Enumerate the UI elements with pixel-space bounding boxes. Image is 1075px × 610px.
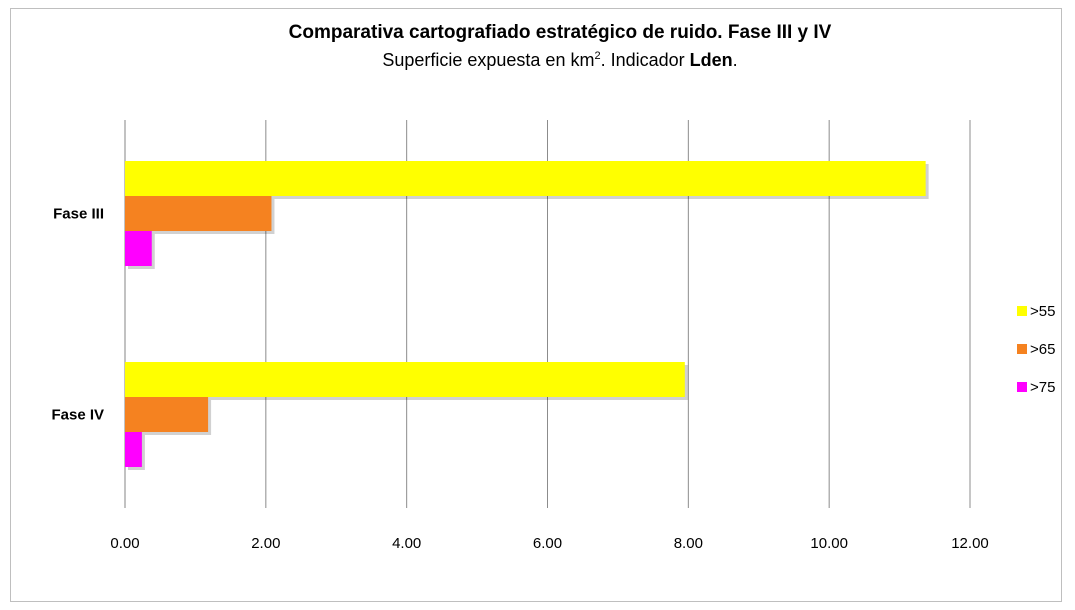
x-tick-label: 8.00 xyxy=(674,535,703,552)
x-tick-label: 2.00 xyxy=(251,535,280,552)
bar xyxy=(125,362,685,397)
subtitle-text-2: . Indicador xyxy=(600,50,690,70)
subtitle-text-3: . xyxy=(732,50,738,70)
x-tick-label: 4.00 xyxy=(392,535,421,552)
legend-label: >75 xyxy=(1030,379,1055,396)
chart-title: Comparativa cartografiado estratégico de… xyxy=(288,22,832,43)
x-tick-labels: 0.00 2.00 4.00 6.00 8.00 10.00 12.00 xyxy=(110,535,988,552)
x-tick-label: 12.00 xyxy=(951,535,989,552)
category-label: Fase IV xyxy=(51,407,104,424)
chart-subtitle: Superficie expuesta en km2. Indicador Ld… xyxy=(0,50,1075,71)
chart-frame xyxy=(10,8,1062,602)
bar xyxy=(125,397,209,432)
legend-swatch xyxy=(1017,306,1027,316)
subtitle-indicator: Lden xyxy=(689,50,733,70)
category-label: Fase III xyxy=(53,206,104,223)
bar xyxy=(125,161,926,196)
legend-swatch xyxy=(1017,344,1027,354)
x-tick-label: 6.00 xyxy=(533,535,562,552)
bar xyxy=(125,196,272,231)
subtitle-superscript: 2 xyxy=(594,50,601,62)
legend-swatch xyxy=(1017,382,1027,392)
bar xyxy=(125,432,142,467)
legend-label: >55 xyxy=(1030,303,1055,320)
category-labels: Fase III Fase IV xyxy=(51,206,104,424)
subtitle-text: Superficie expuesta en km xyxy=(382,50,595,70)
legend-label: >65 xyxy=(1030,341,1055,358)
bar xyxy=(125,231,152,266)
x-tick-label: 10.00 xyxy=(810,535,848,552)
bars xyxy=(125,161,929,470)
x-tick-label: 0.00 xyxy=(110,535,139,552)
legend: >55 >65 >75 xyxy=(1017,303,1055,396)
